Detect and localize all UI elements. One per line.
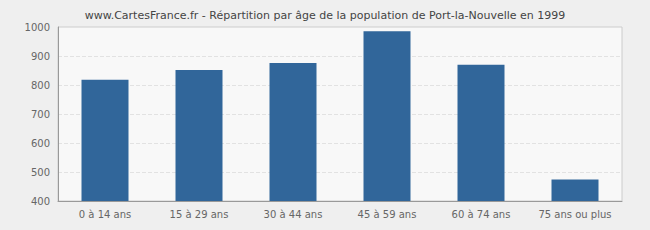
- svg-text:60 à 74 ans: 60 à 74 ans: [452, 209, 511, 220]
- svg-text:75 ans ou plus: 75 ans ou plus: [538, 209, 611, 220]
- svg-text:400: 400: [31, 196, 50, 207]
- svg-text:45 à 59 ans: 45 à 59 ans: [358, 209, 417, 220]
- svg-text:600: 600: [31, 138, 50, 149]
- svg-text:800: 800: [31, 80, 50, 91]
- svg-text:500: 500: [31, 167, 50, 178]
- svg-text:30 à 44 ans: 30 à 44 ans: [264, 209, 323, 220]
- svg-text:700: 700: [31, 109, 50, 120]
- svg-text:900: 900: [31, 51, 50, 62]
- svg-text:1000: 1000: [25, 22, 50, 33]
- svg-text:15 à 29 ans: 15 à 29 ans: [170, 209, 229, 220]
- svg-text:0 à 14 ans: 0 à 14 ans: [79, 209, 131, 220]
- svg-text:www.CartesFrance.fr - Répartit: www.CartesFrance.fr - Répartition par âg…: [85, 9, 566, 22]
